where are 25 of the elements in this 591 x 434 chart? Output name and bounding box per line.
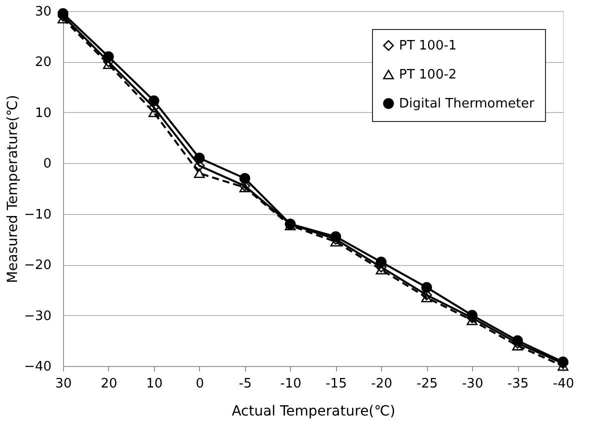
y-tick-label: −40 bbox=[24, 360, 52, 374]
y-tick-label: 0 bbox=[43, 156, 52, 172]
y-tick-label: 30 bbox=[34, 4, 52, 20]
x-axis-title: Actual Temperature(℃) bbox=[232, 404, 396, 420]
x-tick-label: -5 bbox=[238, 376, 252, 392]
x-tick-label: -40 bbox=[552, 376, 574, 392]
x-tick-label: 0 bbox=[196, 376, 204, 392]
y-tick-label: 20 bbox=[34, 55, 52, 70]
x-tick-label: -10 bbox=[280, 376, 302, 392]
legend-label: Digital Thermometer bbox=[399, 96, 535, 112]
y-tick-label: −30 bbox=[24, 308, 52, 324]
y-axis-title: Measured Temperature(℃) bbox=[5, 94, 22, 284]
legend-label: PT 100-1 bbox=[399, 38, 457, 54]
x-tick-label: 10 bbox=[146, 376, 163, 392]
x-tick-label: -25 bbox=[416, 376, 438, 392]
x-tick-label: -20 bbox=[371, 376, 392, 392]
x-tick-label: -15 bbox=[326, 376, 347, 392]
x-tick-label: -35 bbox=[507, 376, 529, 392]
x-tick-label: 30 bbox=[55, 376, 72, 392]
x-tick-label: -30 bbox=[462, 376, 484, 392]
y-tick-label: −10 bbox=[24, 207, 52, 222]
y-tick-label: −20 bbox=[24, 258, 52, 274]
y-tick-label: 10 bbox=[34, 106, 52, 121]
legend-label: PT 100-2 bbox=[399, 68, 457, 82]
x-tick-label: 20 bbox=[100, 376, 118, 392]
